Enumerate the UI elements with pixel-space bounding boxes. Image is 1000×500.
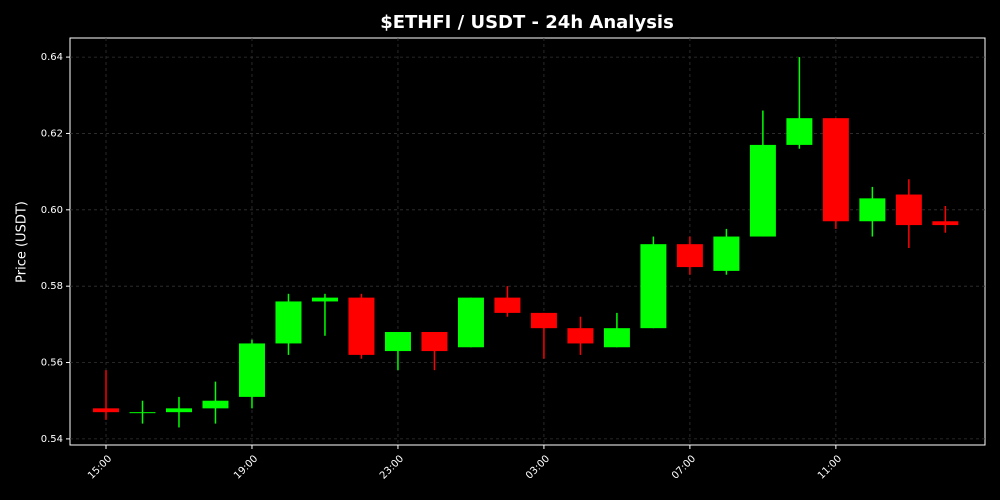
candle-body — [384, 331, 411, 352]
candle-body — [129, 412, 156, 414]
y-tick-label: 0.64 — [41, 52, 63, 63]
candle-body — [822, 118, 849, 222]
candle-body — [859, 198, 886, 222]
candle-body — [238, 343, 265, 397]
y-tick-label: 0.54 — [41, 434, 63, 445]
candle-body — [713, 236, 740, 271]
candle-body — [530, 312, 557, 329]
plot-frame — [69, 37, 986, 446]
y-tick-label: 0.56 — [41, 358, 63, 369]
candle-body — [93, 408, 119, 413]
candle-body — [567, 328, 594, 344]
candle-body — [275, 301, 302, 344]
candle-body — [311, 297, 338, 302]
candle-body — [786, 118, 813, 145]
candle-body — [749, 144, 776, 237]
candle-body — [348, 297, 375, 355]
candle-body — [895, 194, 922, 226]
candle-body — [932, 221, 959, 226]
y-tick-label: 0.58 — [41, 281, 63, 292]
candle-body — [603, 328, 630, 348]
chart-title: $ETHFI / USDT - 24h Analysis — [380, 12, 674, 33]
y-tick-label: 0.60 — [41, 205, 63, 216]
candle-body — [457, 297, 484, 348]
y-axis-label: Price (USDT) — [15, 201, 30, 283]
candle-body — [494, 297, 521, 313]
y-tick-label: 0.62 — [41, 128, 63, 139]
candle-body — [202, 400, 229, 409]
candle-body — [421, 331, 448, 352]
candle-body — [165, 408, 192, 413]
candle-body — [676, 244, 703, 268]
candle-body — [640, 244, 667, 329]
